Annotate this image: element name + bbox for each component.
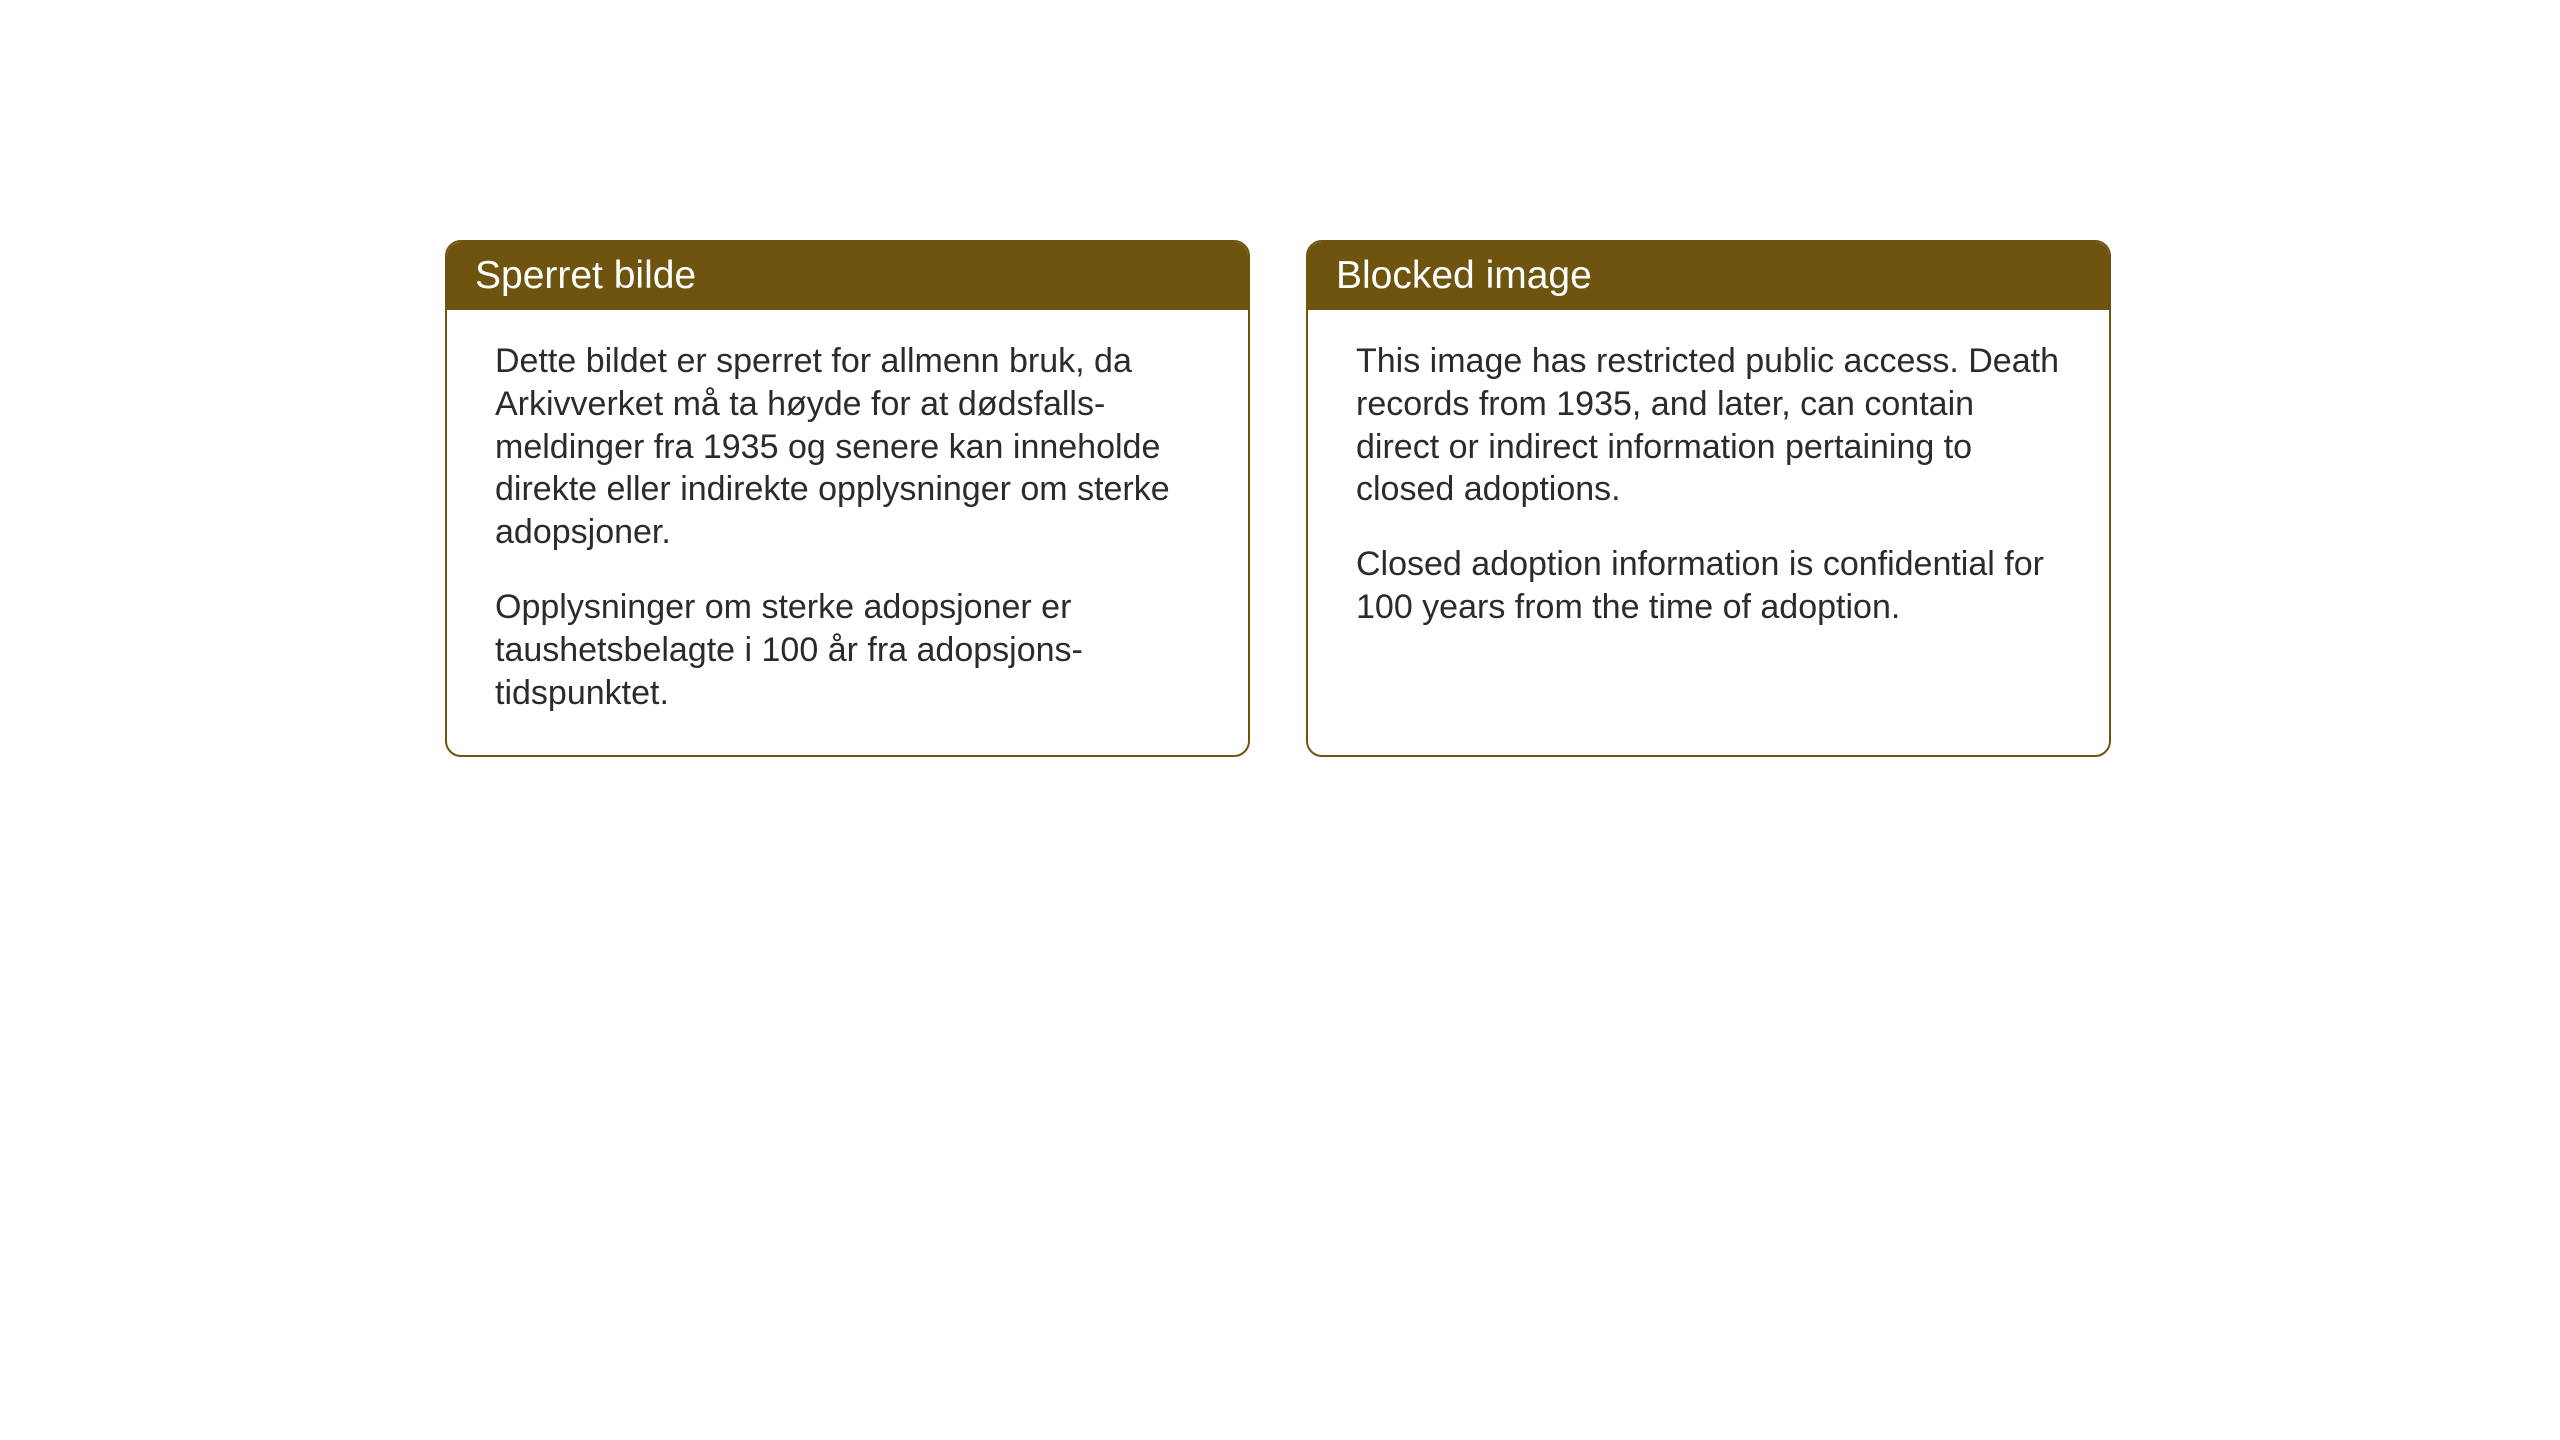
card-title-norwegian: Sperret bilde <box>475 254 696 297</box>
card-header-english: Blocked image <box>1308 242 2109 310</box>
cards-container: Sperret bilde Dette bildet er sperret fo… <box>445 240 2111 757</box>
card-paragraph-2-norwegian: Opplysninger om sterke adopsjoner er tau… <box>495 586 1200 714</box>
card-norwegian: Sperret bilde Dette bildet er sperret fo… <box>445 240 1250 757</box>
card-header-norwegian: Sperret bilde <box>447 242 1248 310</box>
card-paragraph-2-english: Closed adoption information is confident… <box>1356 543 2061 629</box>
card-title-english: Blocked image <box>1336 254 1592 297</box>
card-paragraph-1-english: This image has restricted public access.… <box>1356 340 2061 511</box>
card-paragraph-1-norwegian: Dette bildet er sperret for allmenn bruk… <box>495 340 1200 554</box>
card-english: Blocked image This image has restricted … <box>1306 240 2111 757</box>
card-body-english: This image has restricted public access.… <box>1308 310 2109 669</box>
card-body-norwegian: Dette bildet er sperret for allmenn bruk… <box>447 310 1248 755</box>
